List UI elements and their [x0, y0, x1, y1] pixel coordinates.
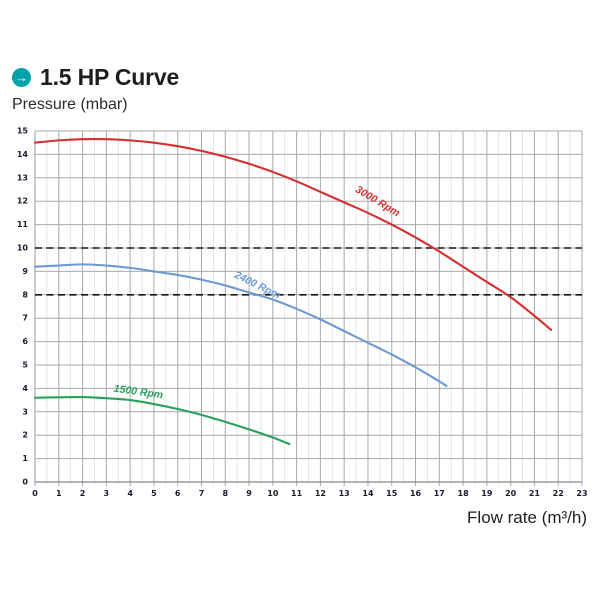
y-tick-label: 1	[22, 454, 28, 463]
y-tick-label: 7	[22, 314, 28, 323]
x-tick-label: 18	[458, 489, 470, 498]
x-tick-label: 16	[410, 489, 422, 498]
x-tick-label: 0	[32, 489, 38, 498]
x-tick-label: 2	[80, 489, 86, 498]
x-tick-label: 10	[267, 489, 279, 498]
x-tick-label: 13	[339, 489, 350, 498]
y-tick-label: 9	[22, 267, 28, 276]
x-tick-label: 3	[104, 489, 110, 498]
y-axis-label: Pressure (mbar)	[12, 96, 128, 113]
y-tick-label: 2	[22, 431, 28, 440]
y-tick-label: 15	[17, 127, 29, 136]
y-tick-label: 6	[22, 337, 28, 346]
curve-1500-rpm	[33, 395, 291, 446]
x-tick-label: 4	[127, 489, 133, 498]
y-tick-label: 4	[22, 384, 28, 393]
y-tick-label: 8	[22, 290, 28, 299]
x-tick-label: 5	[151, 489, 157, 498]
x-axis-label: Flow rate (m³/h)	[467, 508, 587, 527]
curve-3000-rpm	[33, 137, 553, 331]
x-tick-label: 19	[481, 489, 493, 498]
x-tick-label: 9	[246, 489, 252, 498]
x-tick-label: 7	[199, 489, 205, 498]
y-tick-label: 10	[17, 244, 29, 253]
curve-2400-rpm	[33, 263, 448, 388]
arrow-right-circle-icon: →	[12, 68, 31, 87]
y-tick-label: 3	[22, 407, 28, 416]
x-tick-label: 11	[291, 489, 303, 498]
x-tick-label: 8	[222, 489, 228, 498]
x-tick-label: 23	[576, 489, 587, 498]
y-tick-label: 13	[17, 173, 28, 182]
x-tick-label: 12	[315, 489, 326, 498]
y-tick-label: 14	[17, 150, 29, 159]
x-tick-label: 22	[553, 489, 564, 498]
x-tick-label: 1	[56, 489, 62, 498]
x-tick-label: 17	[434, 489, 445, 498]
x-tick-label: 14	[362, 489, 374, 498]
x-tick-label: 21	[529, 489, 541, 498]
y-tick-label: 0	[22, 478, 28, 487]
x-tick-label: 15	[386, 489, 398, 498]
y-tick-label: 11	[17, 220, 29, 229]
curve-label-2400-rpm: 2400 Rpm	[231, 269, 282, 302]
page-title: 1.5 HP Curve	[40, 64, 180, 90]
y-tick-label: 5	[22, 361, 28, 370]
y-tick-label: 12	[17, 197, 28, 206]
x-tick-label: 6	[175, 489, 181, 498]
x-tick-label: 20	[505, 489, 517, 498]
chart-header: → 1.5 HP Curve	[0, 64, 603, 91]
